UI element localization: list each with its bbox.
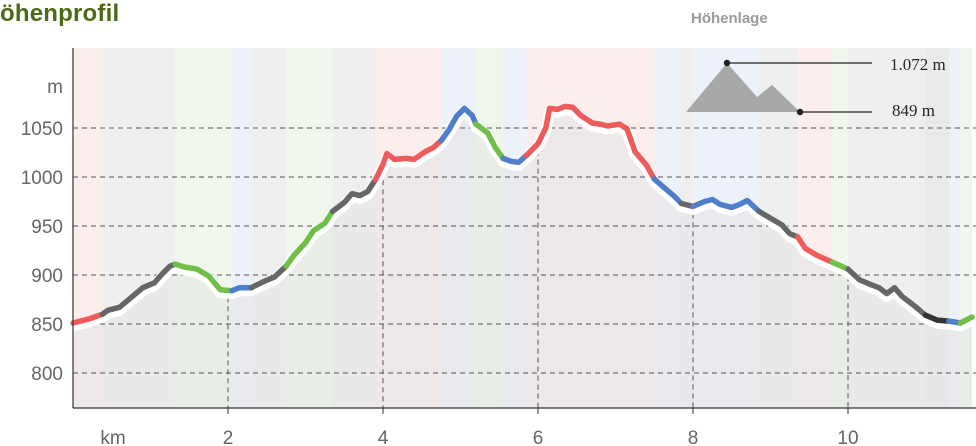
profile-segment (922, 312, 952, 324)
min-elevation-label: 849 m (892, 101, 935, 120)
y-axis-label: m (47, 77, 63, 98)
x-axis-label: km (100, 428, 125, 446)
profile-segment (372, 137, 444, 183)
legend-title: Höhenlage (691, 10, 768, 27)
page-title: öhenprofil (0, 0, 120, 27)
x-tick-label: 6 (533, 428, 544, 446)
profile-segment (523, 103, 658, 182)
profile-segment (99, 261, 179, 317)
profile-segment (794, 234, 836, 266)
max-elevation-label: 1.072 m (890, 55, 946, 74)
profile-segment (651, 176, 685, 207)
y-tick-label: 800 (31, 364, 63, 385)
x-tick-label: 8 (688, 428, 699, 446)
elevation-area (73, 106, 972, 409)
y-tick-label: 850 (31, 315, 63, 336)
x-tick-label: 2 (223, 428, 234, 446)
profile-segment (248, 263, 289, 291)
y-tick-labels: 800 850 900 950 1000 1050 (21, 119, 63, 385)
profile-segment (500, 152, 530, 166)
profile-segment (70, 311, 106, 326)
profile-segment (172, 261, 235, 294)
elevation-profile-line (70, 103, 975, 326)
segment-band (948, 48, 961, 408)
profile-segment (756, 208, 801, 240)
vertical-grid-lines (227, 150, 849, 408)
profile-segment (957, 314, 975, 326)
profile-segment (229, 284, 255, 294)
profile-segment (690, 196, 762, 215)
x-tick-labels: 2 4 6 8 10 (223, 408, 859, 446)
profile-segment (473, 121, 506, 162)
profile-segment (845, 266, 929, 318)
grid-lines (73, 127, 976, 374)
x-tick-label: 4 (378, 428, 389, 446)
x-tick-label: 10 (837, 428, 858, 446)
y-tick-label: 950 (31, 217, 63, 238)
profile-segment (829, 259, 851, 272)
profile-segment (329, 177, 379, 215)
y-tick-label: 1050 (21, 119, 63, 140)
y-tick-label: 900 (31, 266, 63, 287)
mountain-icon (686, 59, 872, 116)
profile-segment (283, 208, 336, 269)
y-tick-label: 1000 (21, 168, 63, 189)
segment-band (960, 48, 972, 408)
profile-segment (438, 105, 479, 144)
